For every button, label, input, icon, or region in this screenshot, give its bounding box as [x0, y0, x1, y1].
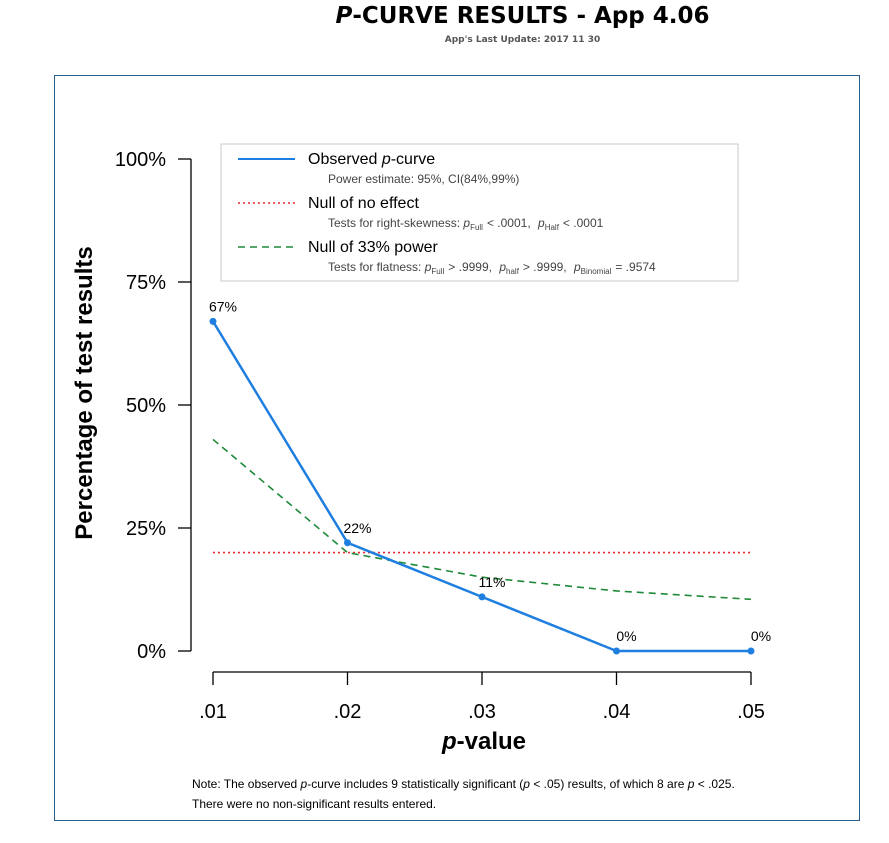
page-title: P-CURVE RESULTS - App 4.06	[0, 3, 889, 29]
y-tick-label: 50%	[126, 395, 166, 417]
chart-frame	[54, 75, 860, 821]
series-line-2	[212, 438, 752, 601]
legend-null-effect-sub: Tests for right-skewness: pFull < .0001, …	[328, 216, 604, 232]
observed-data-label: 67%	[209, 298, 237, 314]
page-subtitle: App's Last Update: 2017 11 30	[444, 35, 601, 45]
series-line-0	[211, 320, 751, 653]
observed-point	[209, 317, 217, 325]
x-tick-label: .01	[199, 701, 227, 723]
y-axis-title: Percentage of test results	[71, 246, 98, 539]
observed-data-label: 22%	[343, 520, 371, 536]
legend-null-33-sub: Tests for flatness: pFull > .9999, phalf >…	[328, 260, 656, 276]
x-axis-title: p-value	[441, 728, 526, 755]
observed-data-label: 0%	[616, 628, 636, 644]
observed-data-label: 0%	[751, 628, 771, 644]
axes: 0% 25% 50% 75% 100% .01 .02 .03 .04 .05	[115, 149, 765, 723]
y-tick-label: 100%	[115, 149, 166, 171]
y-tick-label: 75%	[126, 272, 166, 294]
x-tick-label: .03	[468, 701, 496, 723]
legend-box	[220, 143, 739, 282]
legend-observed-label: Observed p-curve	[308, 151, 435, 168]
note-line-2: There were no non-significant results en…	[192, 797, 437, 811]
legend: Observed p-curve Power estimate: 95%, CI…	[220, 143, 739, 282]
title-rest: -CURVE RESULTS - App 4.06	[352, 3, 710, 29]
observed-point	[344, 539, 351, 547]
x-tick-label: .05	[737, 701, 765, 723]
x-tick-label: .02	[334, 701, 362, 723]
plot-area: 67% 22% 11% 0% 0%	[209, 298, 771, 655]
observed-point	[613, 647, 620, 655]
title-italic: P	[335, 3, 353, 29]
legend-null-effect-label: Null of no effect	[308, 195, 419, 212]
observed-point	[478, 593, 486, 601]
y-tick-label: 0%	[137, 641, 166, 663]
y-tick-label: 25%	[126, 518, 166, 540]
observed-data-label: 11%	[479, 574, 506, 590]
chart-note: Note: The observed p-curve includes 9 st…	[192, 774, 852, 814]
x-tick-label: .04	[603, 701, 631, 723]
observed-point	[747, 647, 755, 655]
legend-observed-sub: Power estimate: 95%, CI(84%,99%)	[328, 172, 519, 186]
legend-null-33-label: Null of 33% power	[308, 239, 439, 256]
note-line-1: Note: The observed p-curve includes 9 st…	[192, 777, 735, 791]
